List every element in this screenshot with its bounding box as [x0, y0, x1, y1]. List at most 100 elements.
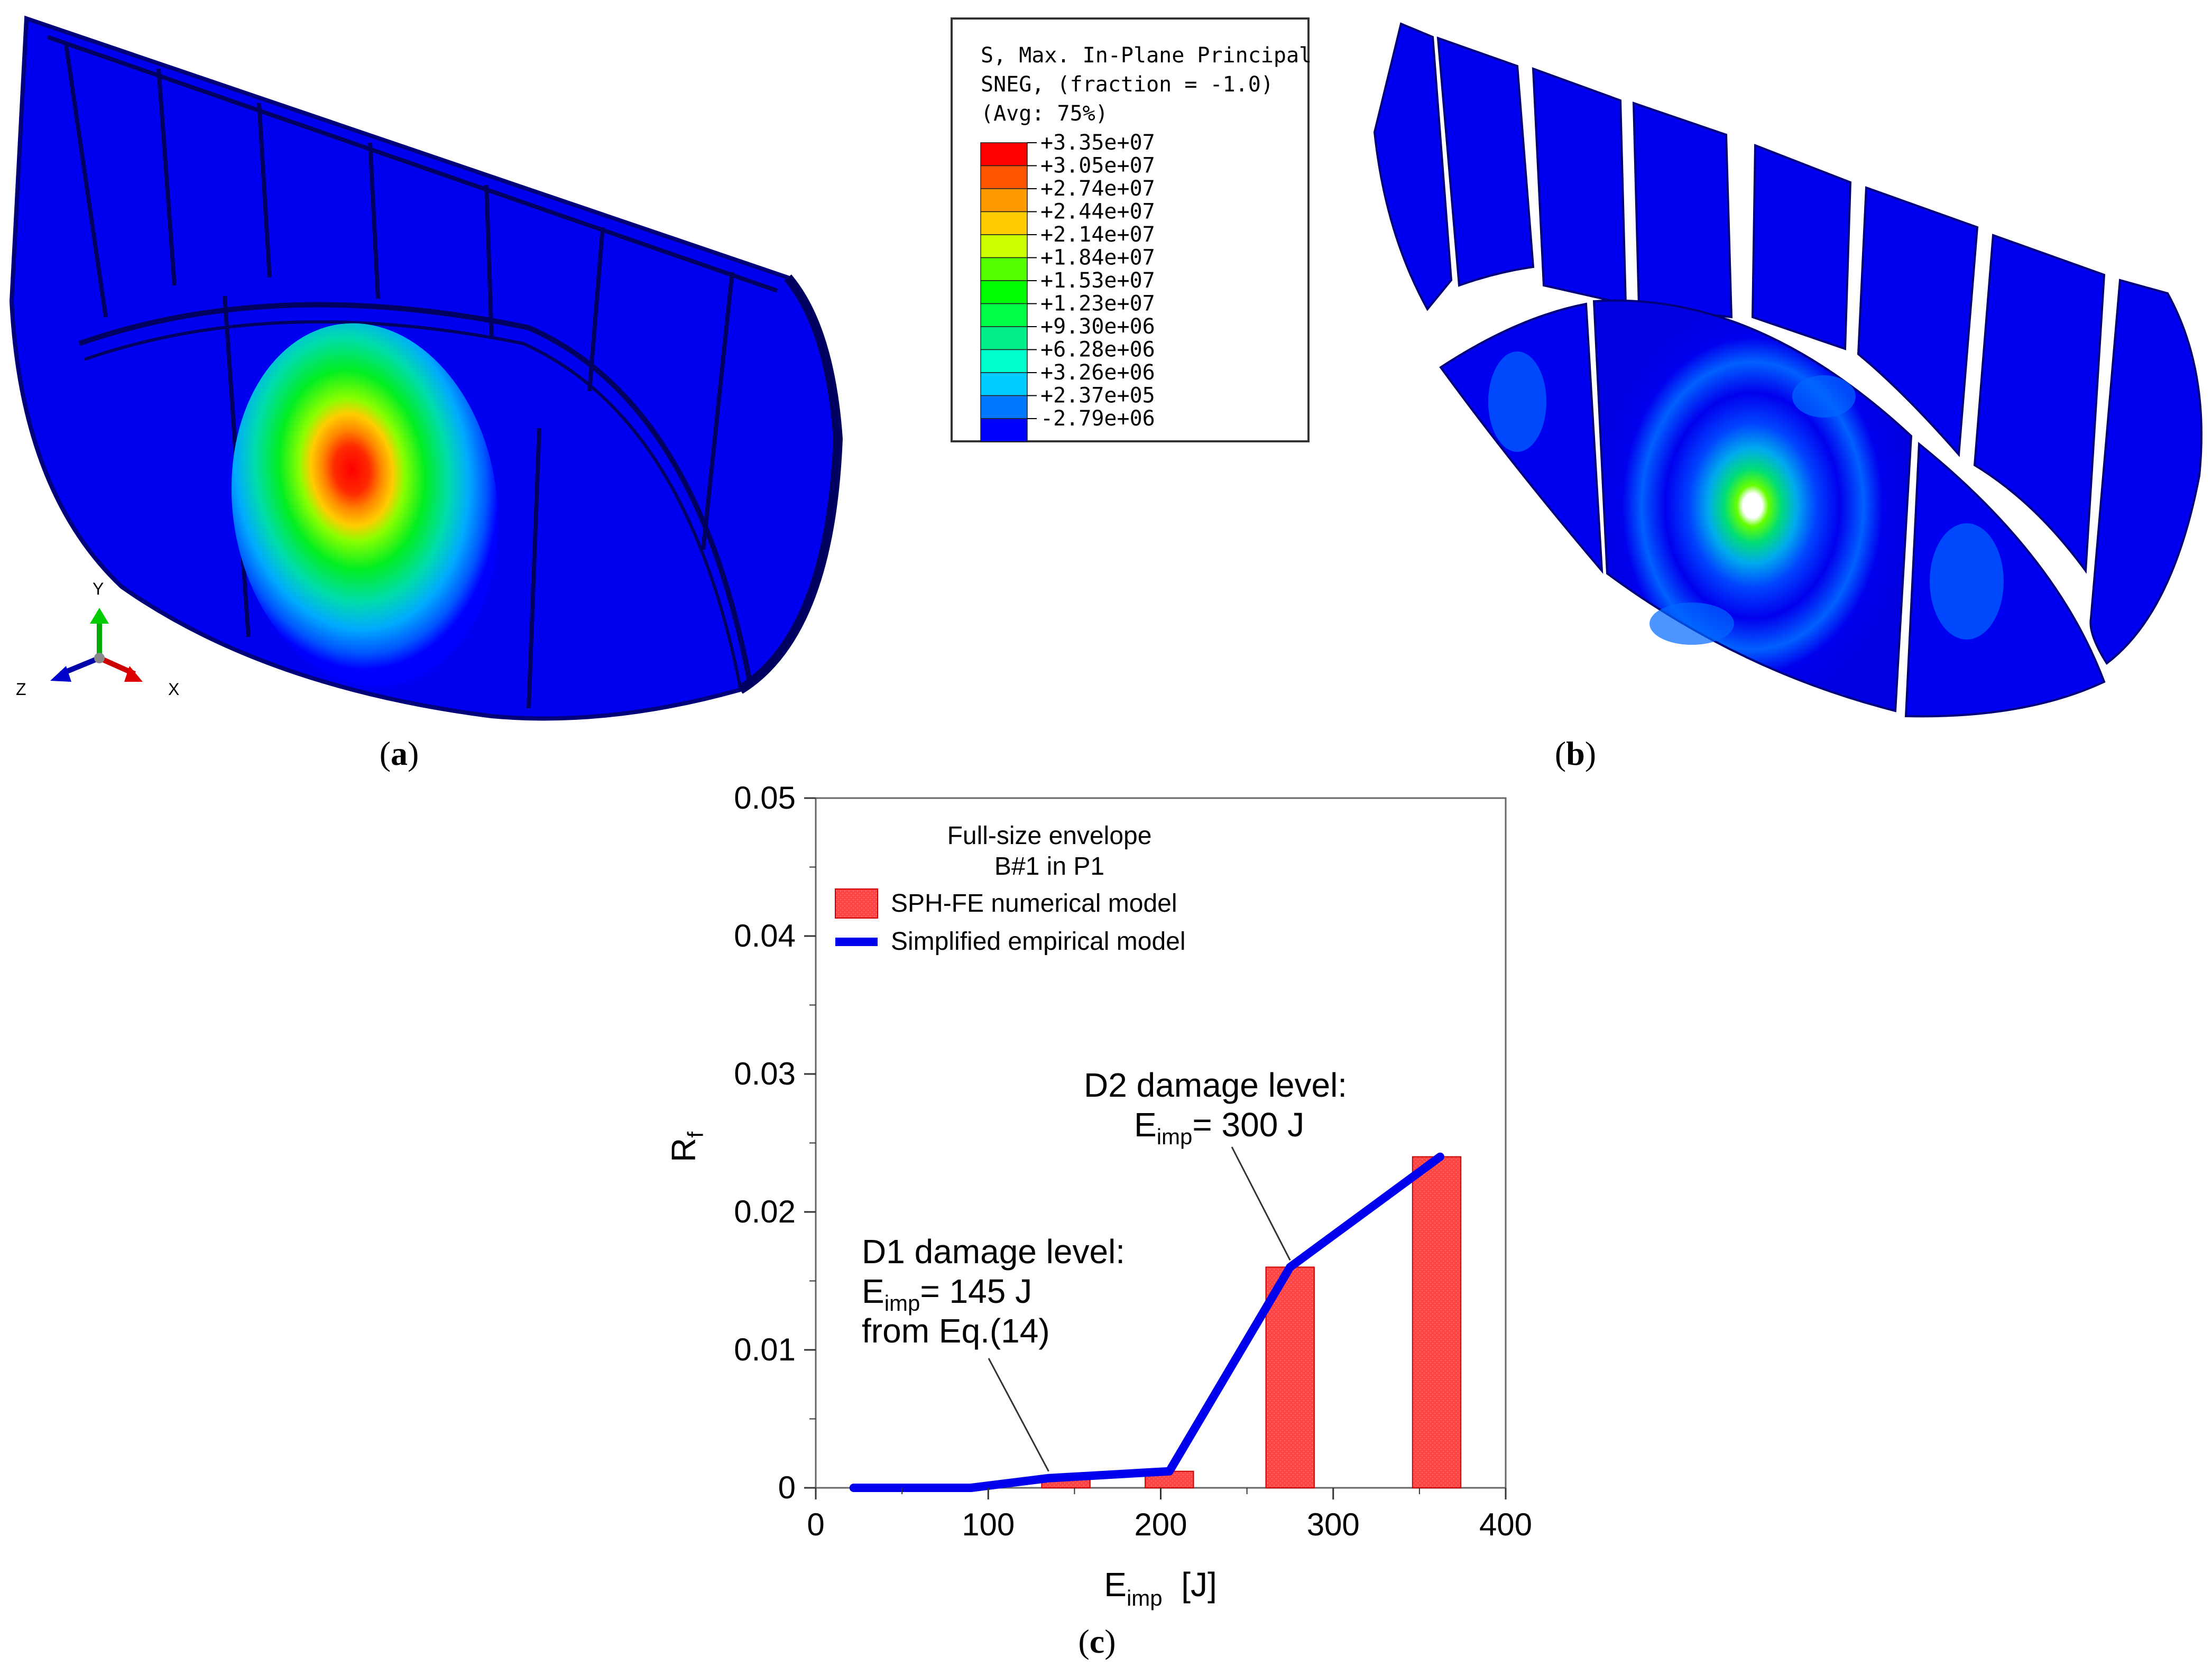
panel-a-envelope-rim — [738, 274, 843, 694]
annotation-d2-line-1: D2 damage level: — [1084, 1066, 1347, 1104]
y-tick-label: 0.03 — [734, 1056, 796, 1091]
triad-z-label: Z — [16, 680, 26, 699]
annotation-d2-arrow — [1231, 1146, 1291, 1261]
chart-legend-bar-swatch — [835, 888, 878, 919]
patch — [1649, 603, 1734, 645]
legend-swatch — [980, 418, 1028, 442]
x-tick-label: 200 — [1134, 1507, 1187, 1542]
legend-level-label: +3.35e+07 — [1040, 131, 1155, 155]
upper-panel — [1373, 22, 1453, 311]
legend-title-line-3: (Avg: 75%) — [981, 101, 1108, 126]
legend-level-label: +3.26e+06 — [1040, 360, 1155, 385]
legend-level-label: +9.30e+06 — [1040, 314, 1155, 339]
legend-level-label: +1.53e+07 — [1040, 268, 1155, 293]
triad-z-arrow-icon — [50, 666, 71, 682]
contour-legend: S, Max. In-Plane Principal SNEG, (fracti… — [951, 17, 1312, 442]
triad-x-label: X — [168, 680, 179, 699]
y-tick-label: 0 — [778, 1470, 796, 1505]
legend-level-label: +2.44e+07 — [1040, 200, 1155, 224]
y-tick-label: 0.02 — [734, 1194, 796, 1229]
panel-b-upper-panels — [1373, 22, 2202, 665]
chart-title-line-2: B#1 in P1 — [994, 853, 1104, 881]
legend-swatch — [980, 142, 1028, 166]
y-tick-label: 0.04 — [734, 918, 796, 953]
panel-b-label: (b) — [1555, 735, 1596, 772]
legend-title-line-1: S, Max. In-Plane Principal — [981, 43, 1312, 68]
legend-level-label: +2.14e+07 — [1040, 223, 1155, 247]
patch — [1792, 375, 1856, 418]
chart-plot-area — [815, 797, 1507, 1489]
upper-panel — [1973, 234, 2106, 574]
x-tick-label: 0 — [807, 1507, 824, 1542]
rib — [701, 272, 734, 550]
panel-a-envelope-model — [9, 15, 843, 721]
rib — [527, 428, 541, 709]
chart-c: 0 100 200 300 400 0 0.01 0.02 0.03 0.04 0.05 Full… — [665, 780, 1532, 1610]
legend-level-label: +1.84e+07 — [1040, 246, 1155, 270]
panel-a-upper-frame — [47, 35, 778, 293]
legend-swatch-group: +3.35e+07+3.05e+07+2.74e+07+2.44e+07+2.1… — [980, 131, 1155, 442]
legend-swatch — [980, 188, 1028, 212]
upper-panel — [1751, 144, 1852, 350]
y-tick-label: 0.01 — [734, 1332, 796, 1367]
lower-panel-right — [1904, 441, 2106, 718]
annotation-d1-arrow — [988, 1358, 1049, 1472]
upper-panel — [1857, 186, 1979, 457]
rib — [587, 227, 605, 392]
annotation-d1-line-1: D1 damage level: — [862, 1233, 1125, 1271]
legend-title-line-2: SNEG, (fraction = -1.0) — [981, 72, 1274, 97]
panel-b-stress-patches — [1488, 351, 2004, 645]
legend-swatch — [980, 211, 1028, 235]
legend-swatch — [980, 303, 1028, 327]
chart-annotation-d1: D1 damage level: Eimp= 145 J from Eq.(14… — [862, 1233, 1125, 1472]
legend-swatch — [980, 326, 1028, 350]
panel-b-fractured-model — [1373, 22, 2202, 718]
legend-swatch — [980, 349, 1028, 373]
y-tick-label: 0.05 — [734, 780, 796, 816]
legend-level-label: +1.23e+07 — [1040, 292, 1155, 316]
legend-swatch — [980, 165, 1028, 189]
legend-level-label: +2.74e+07 — [1040, 177, 1155, 201]
chart-bars-group — [1041, 1156, 1462, 1489]
rib — [368, 142, 380, 299]
rib — [64, 44, 108, 318]
annotation-d1-line-3: from Eq.(14) — [862, 1312, 1050, 1350]
chart-y-axis-label: Rf — [665, 1132, 708, 1162]
chart-bar — [1265, 1266, 1315, 1488]
upper-panel — [2089, 279, 2202, 665]
chart-x-axis-label: Eimp [J] — [1104, 1566, 1217, 1610]
patch — [1488, 351, 1546, 452]
rib — [484, 184, 494, 339]
triad-x-arrow-icon — [124, 666, 143, 682]
legend-level-label: +6.28e+06 — [1040, 338, 1155, 362]
chart-legend-label-line: Simplified empirical model — [891, 928, 1186, 956]
panel-a-inner-lower-rim2 — [84, 320, 742, 688]
legend-swatch — [980, 257, 1028, 281]
chart-title-line-1: Full-size envelope — [947, 822, 1152, 850]
rib — [257, 103, 272, 278]
x-tick-label: 100 — [962, 1507, 1015, 1542]
legend-level-label: -2.79e+06 — [1040, 406, 1155, 431]
panel-a-stress-hotspot — [231, 323, 499, 687]
triad-origin — [94, 653, 105, 663]
upper-panel — [1632, 101, 1733, 319]
chart-annotation-d2: D2 damage level: Eimp= 300 J — [1084, 1066, 1347, 1261]
upper-panel — [1436, 36, 1535, 287]
legend-swatch — [980, 280, 1028, 304]
upper-panel — [1532, 67, 1627, 305]
panel-a-label: (a) — [380, 735, 419, 772]
lower-panel-center — [1592, 299, 1913, 712]
patch — [1930, 523, 2004, 640]
chart-bar — [1412, 1156, 1462, 1489]
annotation-d1-energy: Eimp= 145 J — [862, 1272, 1032, 1316]
chart-legend-label-bars: SPH-FE numerical model — [891, 890, 1177, 918]
legend-level-label: +2.37e+05 — [1040, 384, 1155, 408]
coordinate-triad: Y Z X — [16, 579, 179, 699]
panel-c-label: (c) — [1078, 1623, 1116, 1660]
legend-swatch — [980, 395, 1028, 419]
legend-level-label: +3.05e+07 — [1040, 154, 1155, 178]
x-tick-label: 300 — [1307, 1507, 1360, 1542]
chart-series-line-empirical — [849, 1152, 1445, 1492]
legend-swatch — [980, 234, 1028, 258]
